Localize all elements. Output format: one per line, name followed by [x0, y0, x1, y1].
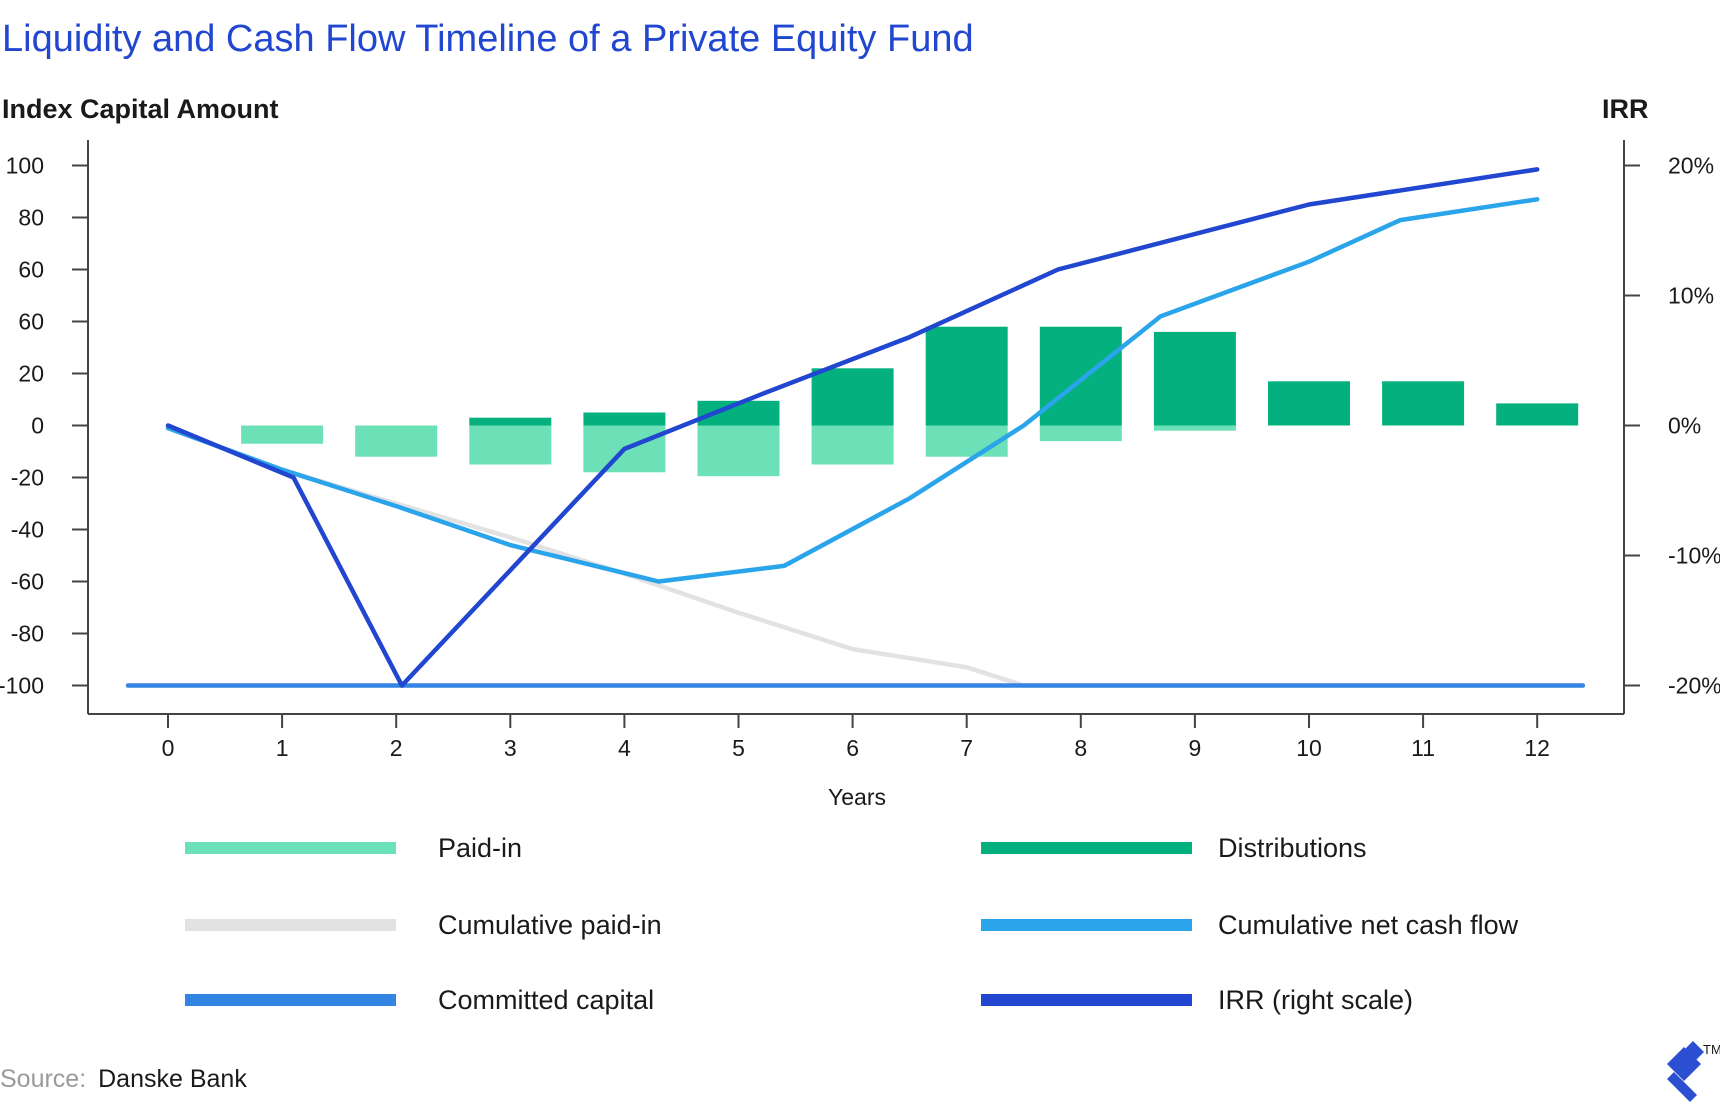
paid-in-bar — [811, 425, 894, 465]
irr-right-scale-line — [165, 167, 1540, 688]
source-label: Source: Danske Bank — [0, 1065, 247, 1093]
legend-label: Paid-in — [438, 833, 522, 863]
left-axis: 100 80 60 60 20 0 -20 -40 -60 -80 -100 — [0, 140, 89, 714]
legend-label: Cumulative paid-in — [438, 910, 662, 940]
distributions-bar — [583, 412, 666, 426]
distributions-bar — [925, 326, 1008, 426]
left-tick-label: 0 — [31, 413, 44, 439]
paid-in-bar — [925, 425, 1008, 457]
x-tick-label: 8 — [1074, 735, 1087, 761]
left-tick-label: -100 — [0, 673, 44, 699]
left-tick-label: 100 — [6, 153, 44, 179]
x-tick-label: 12 — [1524, 735, 1550, 761]
legend-swatch — [185, 919, 396, 931]
left-tick-label: -80 — [11, 621, 44, 647]
x-tick-label: 5 — [732, 735, 745, 761]
x-axis: 0 1 2 3 4 5 6 7 8 9 10 11 12 — [88, 713, 1624, 761]
distributions-bar — [1268, 381, 1350, 426]
legend-swatch — [185, 842, 396, 854]
legend-swatch — [185, 994, 396, 1006]
trademark-label: TM — [1703, 1042, 1720, 1057]
x-tick-label: 4 — [618, 735, 631, 761]
x-tick-label: 7 — [960, 735, 973, 761]
cumulative-net-cash-flow-line — [165, 197, 1540, 584]
left-tick-label: -40 — [11, 517, 44, 543]
lines-layer — [125, 167, 1586, 688]
distributions-bar — [1153, 331, 1236, 426]
left-tick-label: 20 — [18, 361, 44, 387]
left-tick-label: 60 — [18, 309, 44, 335]
right-tick-label: 20% — [1668, 153, 1714, 179]
legend-label: Committed capital — [438, 985, 654, 1015]
left-tick-label: -60 — [11, 569, 44, 595]
right-tick-label: -10% — [1668, 543, 1720, 569]
paid-in-bar — [697, 425, 780, 477]
legend-label: Cumulative net cash flow — [1218, 910, 1519, 940]
left-tick-label: 60 — [18, 257, 44, 283]
x-axis-title: Years — [828, 784, 886, 810]
distributions-bar — [469, 417, 552, 426]
distributions-bar — [1039, 326, 1122, 426]
right-tick-label: 0% — [1668, 413, 1701, 439]
x-tick-label: 3 — [504, 735, 517, 761]
legend: Paid-in Distributions Cumulative paid-in Cu… — [185, 833, 1519, 1015]
paid-in-bar — [469, 425, 552, 465]
chart-title: Liquidity and Cash Flow Timeline of a Pr… — [2, 18, 974, 60]
left-tick-label: 80 — [18, 205, 44, 231]
right-tick-label: -20% — [1668, 673, 1720, 699]
right-axis-title: IRR — [1602, 94, 1649, 124]
x-tick-label: 11 — [1411, 735, 1435, 761]
x-tick-label: 0 — [162, 735, 175, 761]
paid-in-bar — [241, 425, 324, 444]
left-tick-label: -20 — [11, 465, 44, 491]
x-tick-label: 9 — [1189, 735, 1202, 761]
legend-swatch — [981, 842, 1192, 854]
paid-in-bar — [1153, 425, 1236, 431]
paid-in-bar — [1039, 425, 1122, 442]
left-axis-title: Index Capital Amount — [2, 94, 279, 124]
right-tick-label: 10% — [1668, 283, 1714, 309]
right-axis: 20% 10% 0% -10% -20% — [1623, 140, 1720, 714]
x-tick-label: 6 — [846, 735, 859, 761]
distributions-bar — [1496, 403, 1579, 426]
toptal-logo-icon: TM — [1667, 1041, 1720, 1102]
bars-layer — [241, 326, 1579, 477]
source-prefix: Source: — [0, 1065, 86, 1093]
source-name: Danske Bank — [98, 1065, 247, 1093]
legend-swatch — [981, 994, 1192, 1006]
distributions-bar — [811, 368, 894, 426]
paid-in-bar — [355, 425, 438, 457]
legend-label: IRR (right scale) — [1218, 985, 1413, 1015]
x-tick-label: 2 — [390, 735, 403, 761]
legend-label: Distributions — [1218, 833, 1367, 863]
x-tick-label: 1 — [276, 735, 289, 761]
legend-swatch — [981, 919, 1192, 931]
distributions-bar — [1382, 381, 1465, 426]
x-tick-label: 10 — [1296, 735, 1322, 761]
